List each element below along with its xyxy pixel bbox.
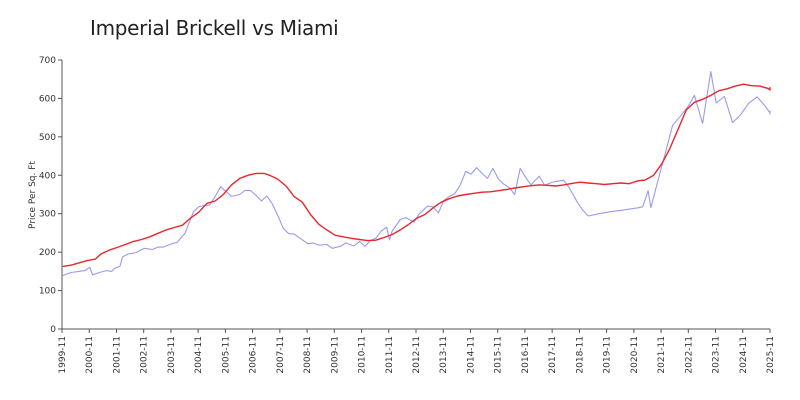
x-tick-label: 2001-11 xyxy=(112,336,122,374)
x-tick-label: 2015-11 xyxy=(494,336,504,374)
x-tick-label: 2014-11 xyxy=(466,336,476,374)
x-tick-label: 2025-11 xyxy=(766,336,776,374)
y-tick-label: 100 xyxy=(39,287,56,297)
series-line-miami xyxy=(62,83,771,268)
y-tick-label: 700 xyxy=(39,56,56,66)
x-tick-label: 2012-11 xyxy=(412,336,422,374)
x-tick-label: 2005-11 xyxy=(221,336,231,374)
x-tick-label: 2019-11 xyxy=(603,336,613,374)
x-tick-label: 2022-11 xyxy=(684,336,694,374)
x-tick-label: 2013-11 xyxy=(439,336,449,374)
series-line-imperial-brickell xyxy=(62,70,771,277)
x-tick-label: 2018-11 xyxy=(575,336,585,374)
y-axis-label: Price Per Sq. Ft xyxy=(28,161,38,229)
x-tick-label: 1999-11 xyxy=(58,336,68,374)
x-tick-label: 2004-11 xyxy=(194,336,204,374)
x-tick-label: 2009-11 xyxy=(330,336,340,374)
x-tick-label: 2020-11 xyxy=(630,336,640,374)
series-layer xyxy=(62,70,771,277)
y-tick-label: 0 xyxy=(50,325,56,335)
x-tick-label: 2023-11 xyxy=(712,336,722,374)
x-tick-label: 2016-11 xyxy=(521,336,531,374)
y-tick-label: 600 xyxy=(39,94,56,104)
x-tick-label: 2000-11 xyxy=(85,336,95,374)
x-tick-label: 2007-11 xyxy=(276,336,286,374)
x-tick-label: 2017-11 xyxy=(548,336,558,374)
x-tick-label: 2002-11 xyxy=(140,336,150,374)
x-tick-label: 2011-11 xyxy=(385,336,395,374)
x-tick-label: 2003-11 xyxy=(167,336,177,374)
x-tick-label: 2021-11 xyxy=(657,336,667,374)
x-tick-label: 2010-11 xyxy=(358,336,368,374)
chart-title: Imperial Brickell vs Miami xyxy=(90,16,339,40)
y-tick-label: 300 xyxy=(39,210,56,220)
x-tick-label: 2008-11 xyxy=(303,336,313,374)
axes-layer: 0 100 200 300 400 500 600 700 1999-11 2000-11 2001… xyxy=(39,56,776,374)
y-tick-label: 200 xyxy=(39,248,56,258)
y-tick-label: 500 xyxy=(39,133,56,143)
x-tick-label: 2006-11 xyxy=(249,336,259,374)
y-tick-label: 400 xyxy=(39,171,56,181)
x-tick-label: 2024-11 xyxy=(739,336,749,374)
